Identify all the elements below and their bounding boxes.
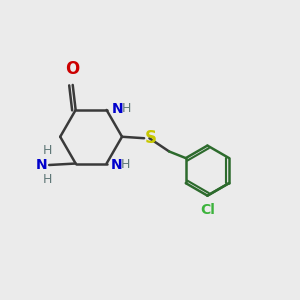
Text: Cl: Cl	[200, 203, 215, 217]
Text: S: S	[145, 129, 157, 147]
Text: H: H	[43, 173, 52, 186]
Text: H: H	[122, 102, 131, 115]
Text: O: O	[66, 61, 80, 79]
Text: N: N	[111, 158, 123, 172]
Text: H: H	[43, 144, 52, 157]
Text: H: H	[121, 158, 130, 172]
Text: N: N	[36, 158, 48, 172]
Text: N: N	[112, 101, 124, 116]
